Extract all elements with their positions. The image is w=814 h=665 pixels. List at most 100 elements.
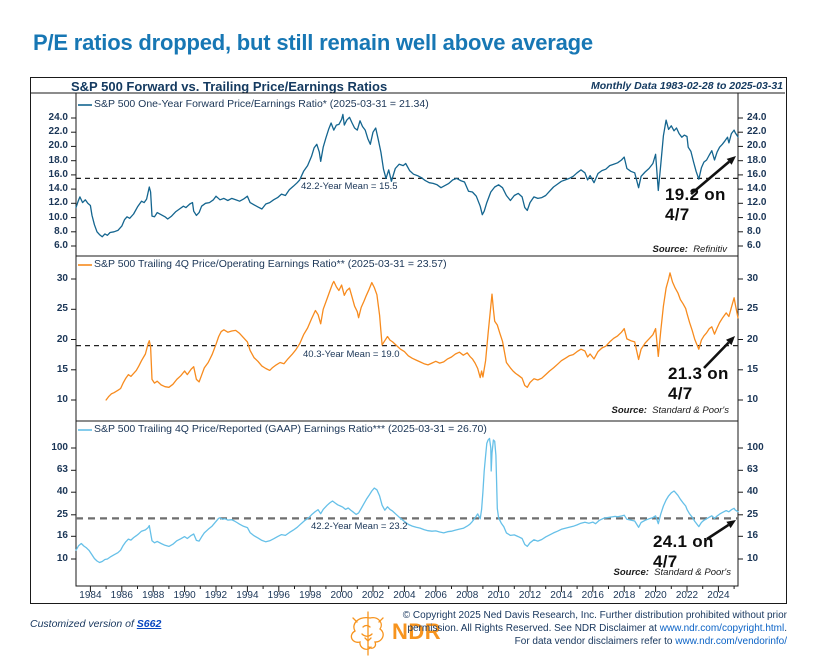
y-axis-label: 24.0 (747, 112, 767, 123)
chart-title: S&P 500 Forward vs. Trailing Price/Earni… (71, 79, 388, 94)
annotation-arrowhead (726, 156, 736, 165)
y-axis-label: 63 (747, 464, 759, 476)
y-axis-label: 16.0 (48, 168, 68, 180)
x-axis-label: 2016 (581, 590, 604, 601)
y-axis-label: 25 (747, 508, 759, 520)
y-axis-label: 12.0 (48, 197, 68, 209)
mean-label-operating-pe: 40.3-Year Mean = 19.0 (303, 349, 400, 360)
x-axis-label: 2006 (424, 590, 447, 601)
y-axis-label: 100 (747, 442, 764, 453)
y-axis-label: 15 (56, 363, 68, 375)
y-axis-label: 6.0 (747, 240, 761, 251)
y-axis-label: 18.0 (48, 154, 68, 166)
y-axis-label: 24.0 (48, 112, 68, 123)
y-axis-label: 25 (56, 303, 68, 315)
x-axis-label: 1984 (79, 590, 102, 601)
copyright-line-3-text: For data vendor disclaimers refer to (514, 636, 676, 647)
y-axis-label: 8.0 (54, 225, 68, 237)
source-forward-pe: Source: Refinitiv (652, 244, 727, 255)
y-axis-label: 14.0 (747, 183, 767, 195)
copyright-line-1: © Copyright 2025 Ned Davis Research, Inc… (402, 610, 787, 621)
series-line-operating-pe (105, 272, 739, 401)
x-axis-label: 1998 (299, 590, 322, 601)
copyright-link[interactable]: www.ndr.com/copyright.html (659, 623, 785, 634)
customized-version-text: Customized version of (30, 618, 137, 630)
y-axis-label: 25 (56, 508, 68, 520)
legend-operating-pe: S&P 500 Trailing 4Q Price/Operating Earn… (94, 258, 447, 270)
y-axis-label: 12.0 (747, 197, 767, 209)
y-axis-label: 30 (56, 273, 68, 284)
annotation-arrow (706, 523, 730, 541)
x-axis-label: 1988 (142, 590, 165, 601)
customized-version-note: Customized version of S662 (30, 618, 161, 630)
y-axis-label: 30 (747, 273, 759, 284)
x-axis-label: 2002 (361, 590, 385, 601)
y-axis-label: 16.0 (747, 168, 767, 180)
y-axis-label: 63 (56, 464, 68, 476)
mean-label-forward-pe: 42.2-Year Mean = 15.5 (301, 181, 398, 192)
x-axis-label: 2008 (456, 590, 479, 601)
y-axis-label: 8.0 (747, 225, 761, 237)
annotation-arrow (690, 160, 730, 195)
x-axis-label: 2018 (613, 590, 636, 601)
y-axis-label: 100 (51, 442, 68, 453)
x-axis-label: 2000 (330, 590, 353, 601)
y-axis-label: 16 (747, 530, 759, 542)
vendorinfo-link[interactable]: www.ndr.com/vendorinfo/ (675, 636, 787, 647)
annotation-arrowhead (726, 336, 735, 346)
ndr-logo-text: NDR (392, 619, 442, 644)
s662-link[interactable]: S662 (136, 618, 162, 630)
x-axis-label: 2010 (487, 590, 510, 601)
annotation-arrow (703, 341, 730, 369)
chart-box: S&P 500 Forward vs. Trailing Price/Earni… (30, 77, 787, 604)
copyright-block: © Copyright 2025 Ned Davis Research, Inc… (297, 609, 787, 648)
annotation-forward-pe: 19.2 on 4/7 (665, 185, 726, 224)
page-title: P/E ratios dropped, but still remain wel… (33, 30, 593, 55)
copyright-line-3: For data vendor disclaimers refer to www… (297, 635, 787, 648)
y-axis-label: 10 (56, 394, 68, 405)
chart-period-label: Monthly Data 1983-02-28 to 2025-03-31 (591, 80, 783, 92)
source-operating-pe: Source: Standard & Poor's (611, 405, 729, 416)
x-axis-label: 2024 (707, 590, 730, 601)
y-axis-label: 6.0 (54, 240, 68, 251)
source-gaap-pe: Source: Standard & Poor's (613, 567, 731, 578)
y-axis-label: 10 (56, 553, 68, 564)
legend-forward-pe: S&P 500 One-Year Forward Price/Earnings … (94, 98, 429, 110)
y-axis-label: 22.0 (48, 126, 68, 138)
y-axis-label: 20 (747, 333, 759, 345)
y-axis-label: 16 (56, 530, 68, 542)
copyright-line-2: permission. All Rights Reserved. See NDR… (297, 622, 787, 635)
annotation-arrowhead (726, 520, 736, 529)
mean-label-gaap-pe: 42.2-Year Mean = 23.2 (311, 521, 408, 532)
annotation-gaap-pe: 24.1 on 4/7 (653, 532, 714, 571)
y-axis-label: 25 (747, 303, 759, 315)
x-axis-label: 2012 (518, 590, 542, 601)
y-axis-label: 10 (747, 394, 759, 405)
chart-canvas (31, 92, 785, 592)
y-axis-label: 10 (747, 553, 759, 564)
x-axis-label: 2020 (644, 590, 667, 601)
y-axis-label: 22.0 (747, 126, 767, 138)
x-axis-label: 1994 (236, 590, 259, 601)
x-axis-label: 2022 (675, 590, 699, 601)
series-line-forward-pe (75, 113, 739, 238)
series-line-gaap-pe (75, 437, 739, 564)
annotation-operating-pe: 21.3 on 4/7 (668, 364, 729, 403)
y-axis-label: 20 (56, 333, 68, 345)
x-axis-label: 1996 (267, 590, 290, 601)
y-axis-label: 18.0 (747, 154, 767, 166)
legend-gaap-pe: S&P 500 Trailing 4Q Price/Reported (GAAP… (94, 423, 487, 435)
copyright-line-2-suffix: . (784, 623, 787, 634)
ndr-logo-icon (350, 611, 384, 656)
x-axis-label: 1992 (204, 590, 228, 601)
y-axis-label: 20.0 (48, 140, 68, 152)
x-axis-label: 2004 (393, 590, 416, 601)
x-axis-label: 2014 (550, 590, 573, 601)
y-axis-label: 10.0 (48, 211, 68, 223)
x-axis-label: 1986 (110, 590, 133, 601)
y-axis-label: 14.0 (48, 183, 68, 195)
y-axis-label: 40 (56, 486, 68, 498)
y-axis-label: 10.0 (747, 211, 767, 223)
y-axis-label: 20.0 (747, 140, 767, 152)
